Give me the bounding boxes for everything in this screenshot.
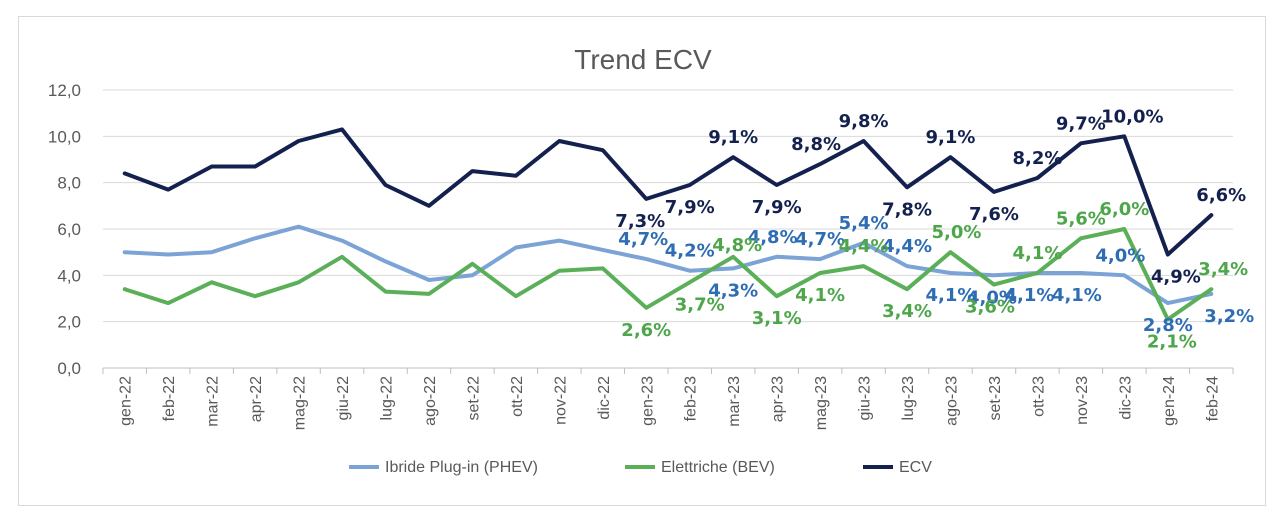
- x-tick-label: dic-23: [1117, 376, 1134, 420]
- x-tick-label: apr-23: [770, 376, 787, 422]
- x-tick-label: dic-22: [596, 376, 613, 420]
- data-label: 3,7%: [675, 294, 725, 315]
- data-label: 5,0%: [932, 222, 982, 243]
- data-label: 4,8%: [712, 235, 762, 256]
- x-tick-label: gen-22: [118, 376, 135, 426]
- data-label: 4,0%: [967, 287, 1017, 308]
- x-tick-label: ago-23: [944, 376, 961, 426]
- data-label: 4,9%: [1151, 266, 1201, 287]
- data-label: 4,3%: [708, 280, 758, 301]
- data-label: 9,7%: [1056, 113, 1106, 134]
- x-tick-label: giu-23: [857, 376, 874, 421]
- data-label: 5,6%: [1056, 208, 1106, 229]
- x-tick-label: ott-23: [1030, 376, 1047, 417]
- legend: Ibride Plug-in (PHEV) Elettriche (BEV) ECV: [349, 459, 932, 476]
- data-label: 9,1%: [926, 127, 976, 148]
- x-tick-label: nov-22: [552, 376, 569, 425]
- data-label: 4,8%: [748, 227, 798, 248]
- y-tick-label: 4,0: [57, 266, 81, 285]
- x-tick-label: ago-22: [422, 376, 439, 426]
- data-label: 6,0%: [1099, 199, 1149, 220]
- data-label: 4,7%: [795, 229, 845, 250]
- data-label: 5,4%: [839, 213, 889, 234]
- y-tick-label: 6,0: [57, 220, 81, 239]
- y-tick-label: 12,0: [48, 81, 81, 100]
- x-tick-label: giu-22: [335, 376, 352, 421]
- y-tick-label: 8,0: [57, 174, 81, 193]
- data-label: 2,8%: [1143, 315, 1193, 336]
- data-label: 8,8%: [791, 134, 841, 155]
- x-tick-label: ott-22: [509, 376, 526, 417]
- data-label: 4,1%: [795, 285, 845, 306]
- x-tick-label: mag-23: [813, 376, 830, 430]
- legend-item: ECV: [899, 459, 932, 476]
- data-label: 8,2%: [1012, 148, 1062, 169]
- data-label: 4,1%: [1012, 243, 1062, 264]
- data-label: 3,6%: [965, 297, 1015, 318]
- data-label: 6,6%: [1196, 185, 1246, 206]
- data-label: 2,1%: [1147, 331, 1197, 352]
- x-axis: gen-22 feb-22 mar-22 apr-22 mag-22 giu-22 lug-…: [102, 367, 1234, 430]
- data-label: 2,6%: [621, 320, 671, 341]
- y-axis: 0,0 2,0 4,0 6,0 8,0 10,0 12,0: [48, 81, 81, 378]
- data-label: 7,6%: [969, 204, 1019, 225]
- data-label: 4,2%: [665, 241, 715, 262]
- x-tick-label: nov-23: [1074, 376, 1091, 425]
- data-label: 3,2%: [1204, 306, 1254, 327]
- x-tick-label: mar-22: [205, 376, 222, 427]
- chart-frame: Trend ECV 0,0 2,0 4,0 6,0 8,0 10,0 12,0 gen-22…: [18, 16, 1266, 506]
- data-label: 4,0%: [1095, 245, 1145, 266]
- x-tick-label: feb-23: [683, 376, 700, 421]
- data-label: 7,9%: [665, 197, 715, 218]
- series-lines: [122, 127, 1214, 322]
- data-label: 7,8%: [882, 199, 932, 220]
- data-label: 4,1%: [1004, 285, 1054, 306]
- line-chart: Trend ECV 0,0 2,0 4,0 6,0 8,0 10,0 12,0 gen-22…: [48, 44, 1254, 476]
- data-label: 7,9%: [752, 197, 802, 218]
- data-label: 3,1%: [752, 308, 802, 329]
- y-tick-label: 10,0: [48, 127, 81, 146]
- x-tick-label: set-22: [465, 376, 482, 421]
- x-tick-label: feb-24: [1204, 376, 1221, 421]
- y-tick-label: 0,0: [57, 359, 81, 378]
- legend-item: Ibride Plug-in (PHEV): [385, 459, 538, 476]
- x-tick-label: set-23: [987, 376, 1004, 421]
- x-tick-label: mag-22: [292, 376, 309, 430]
- data-label: 9,8%: [839, 111, 889, 132]
- data-label: 4,4%: [839, 236, 889, 257]
- series-line-1: [122, 227, 1214, 322]
- y-tick-label: 2,0: [57, 313, 81, 332]
- data-label: 4,1%: [926, 285, 976, 306]
- data-label: 3,4%: [1198, 259, 1248, 280]
- x-tick-label: feb-22: [161, 376, 178, 421]
- x-tick-label: mar-23: [726, 376, 743, 427]
- legend-item: Elettriche (BEV): [661, 459, 775, 476]
- data-label: 3,4%: [882, 301, 932, 322]
- data-label: 10,0%: [1101, 106, 1163, 127]
- chart-title: Trend ECV: [574, 44, 712, 75]
- data-labels: 4,7%4,2%4,3%4,8%4,7%5,4%4,4%4,1%4,0%4,1%…: [615, 106, 1254, 352]
- x-tick-label: gen-23: [639, 376, 656, 426]
- data-label: 7,3%: [615, 211, 665, 232]
- x-tick-label: lug-22: [379, 376, 396, 421]
- series-line-2: [122, 127, 1214, 257]
- data-label: 4,4%: [882, 236, 932, 257]
- x-tick-label: apr-22: [248, 376, 265, 422]
- data-label: 9,1%: [708, 127, 758, 148]
- data-label: 4,1%: [1052, 285, 1102, 306]
- data-label: 4,7%: [618, 229, 668, 250]
- x-tick-label: lug-23: [900, 376, 917, 421]
- x-tick-label: gen-24: [1161, 376, 1178, 426]
